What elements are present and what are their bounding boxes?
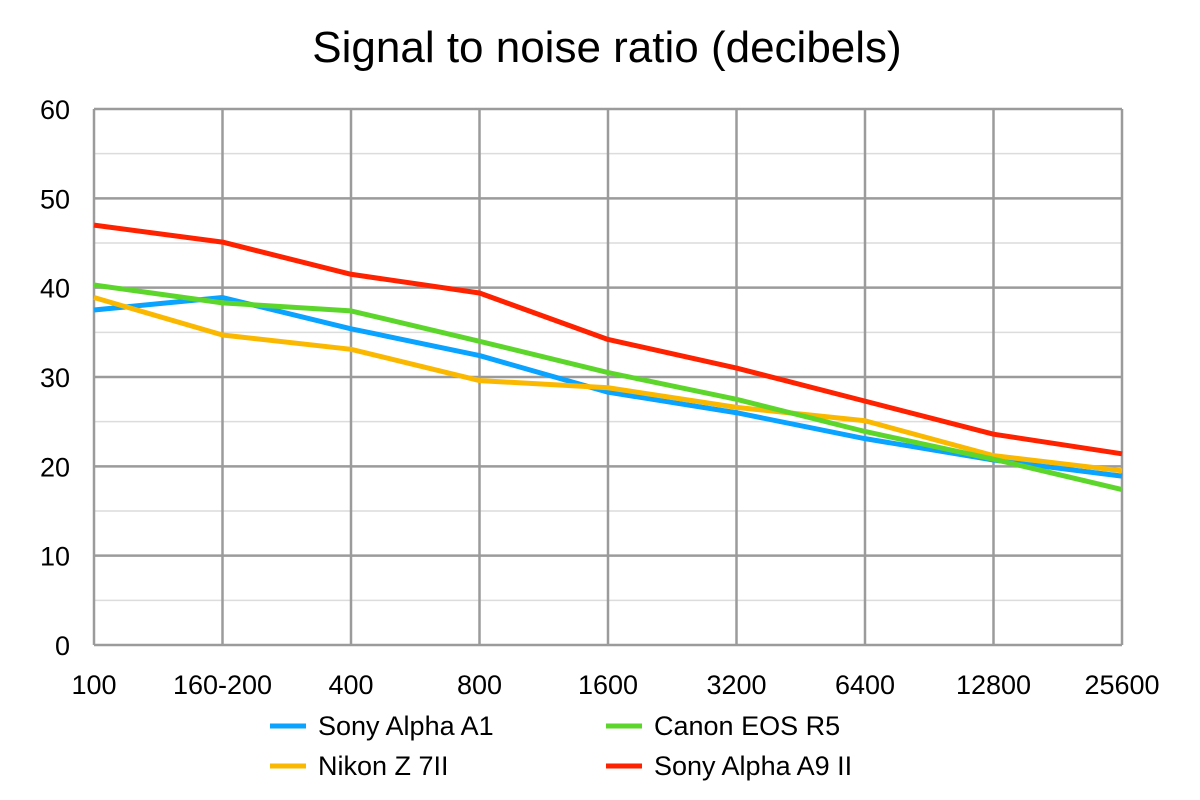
y-tick-label: 20 [40, 452, 70, 482]
x-tick-label: 160-200 [173, 670, 272, 700]
x-tick-label: 1600 [578, 670, 638, 700]
x-tick-label: 400 [328, 670, 373, 700]
x-tick-label: 800 [457, 670, 502, 700]
x-axis-ticks: 100 160-200 400 800 1600 3200 6400 12800 25600 [71, 670, 1159, 700]
y-axis-ticks: 0 10 20 30 40 50 60 [40, 95, 70, 661]
series-line-nikon-z-7ii [93, 295, 1123, 474]
legend-label: Sony Alpha A9 II [654, 751, 852, 781]
legend-label: Sony Alpha A1 [318, 711, 494, 741]
series-lines [93, 222, 1123, 492]
series-line-sony-alpha-a9-ii [93, 222, 1123, 457]
chart-title: Signal to noise ratio (decibels) [312, 23, 901, 72]
y-tick-label: 50 [40, 184, 70, 214]
legend-label: Nikon Z 7II [318, 751, 449, 781]
legend-label: Canon EOS R5 [654, 711, 840, 741]
y-tick-label: 30 [40, 363, 70, 393]
x-tick-label: 6400 [835, 670, 895, 700]
x-tick-label: 100 [71, 670, 116, 700]
x-tick-label: 12800 [956, 670, 1031, 700]
y-tick-label: 40 [40, 274, 70, 304]
y-tick-label: 0 [55, 631, 70, 661]
y-tick-label: 60 [40, 95, 70, 125]
x-tick-label: 3200 [706, 670, 766, 700]
series-line-canon-eos-r5 [93, 282, 1123, 492]
x-tick-label: 25600 [1084, 670, 1159, 700]
y-tick-label: 10 [40, 542, 70, 572]
grid [92, 107, 1124, 647]
legend: Sony Alpha A1 Canon EOS R5 Nikon Z 7II Sony… [270, 711, 852, 781]
